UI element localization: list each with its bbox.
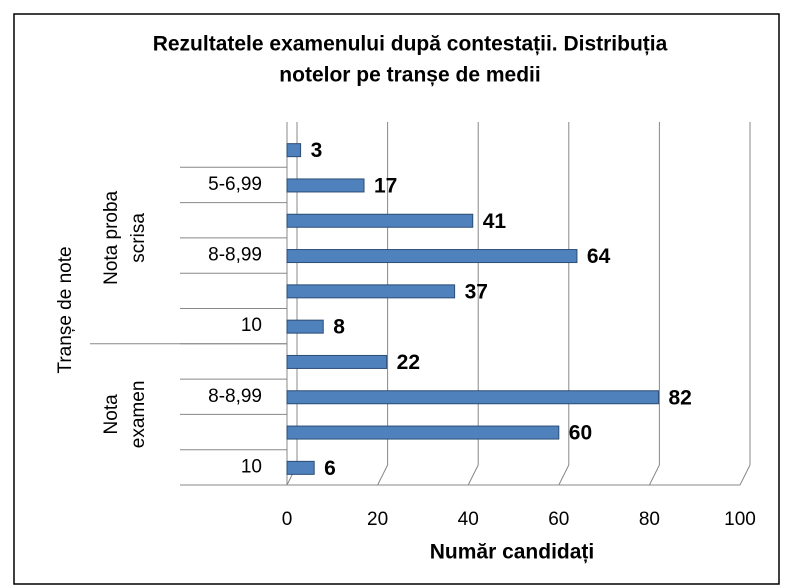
- grid-line: [467, 464, 479, 486]
- data-label: 41: [483, 210, 507, 233]
- x-tick-label: 80: [639, 509, 660, 530]
- group-label: examen: [128, 381, 149, 449]
- data-label: 6: [324, 457, 336, 480]
- bar: [286, 284, 456, 299]
- data-label: 22: [397, 351, 420, 374]
- data-label: 37: [465, 280, 488, 303]
- bar: [286, 425, 560, 440]
- bar: [286, 213, 474, 228]
- bar: [286, 460, 315, 475]
- bar: [286, 390, 659, 405]
- data-label: 82: [668, 386, 691, 409]
- x-tick-label: 40: [458, 509, 479, 530]
- y-tick-label: 8-8,99: [208, 386, 262, 407]
- data-label: 60: [569, 422, 592, 445]
- group-label: Nota proba: [101, 190, 122, 284]
- x-tick-label: 20: [367, 509, 388, 530]
- x-tick-label: 60: [548, 509, 569, 530]
- bar: [286, 249, 578, 264]
- x-axis-title: Număr candidați: [430, 541, 595, 564]
- bar: [286, 143, 302, 158]
- x-tick-label: 100: [724, 509, 756, 530]
- chart-border: [13, 13, 780, 585]
- y-tick-label: 10: [241, 456, 262, 477]
- bar: [286, 354, 388, 369]
- y-axis-title: Tranșe de note: [55, 246, 76, 373]
- x-tick-label: 0: [282, 509, 293, 530]
- y-tick-label: 8-8,99: [208, 245, 262, 266]
- bar: [286, 178, 365, 193]
- y-tick-label: 5-6,99: [208, 174, 262, 195]
- data-label: 8: [333, 316, 345, 339]
- data-label: 3: [311, 139, 323, 162]
- y-tick-label: 10: [241, 315, 262, 336]
- group-label: Nota: [101, 394, 122, 435]
- chart-title: notelor pe tranșe de medii: [279, 64, 540, 87]
- data-label: 64: [587, 245, 611, 268]
- bar: [286, 319, 324, 334]
- grid-line: [739, 464, 751, 486]
- chart-title: Rezultatele examenului după contestații.…: [153, 33, 668, 56]
- grid-line: [648, 464, 660, 486]
- grid-line: [377, 464, 389, 486]
- grid-line: [558, 464, 570, 486]
- data-label: 17: [374, 174, 397, 197]
- group-label: scrisa: [128, 213, 149, 263]
